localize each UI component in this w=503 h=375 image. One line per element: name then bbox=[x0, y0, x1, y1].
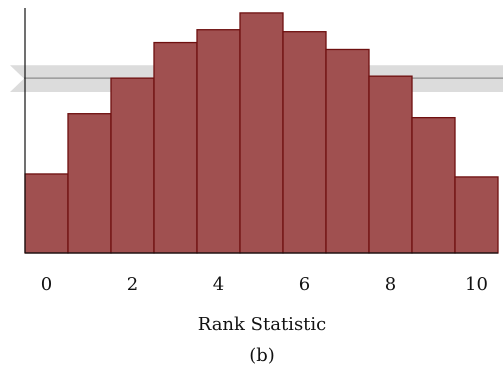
x-tick-labels: 0 2 4 6 8 10 bbox=[41, 274, 488, 295]
figure-caption: (b) bbox=[249, 345, 275, 366]
x-axis-title: Rank Statistic bbox=[198, 314, 327, 335]
axis-layer bbox=[24, 8, 498, 254]
x-tick-label-0: 0 bbox=[41, 274, 52, 295]
x-tick-label-8: 8 bbox=[385, 274, 396, 295]
x-tick-label-10: 10 bbox=[465, 274, 488, 295]
bars-layer bbox=[24, 12, 499, 254]
histogram-bar-1 bbox=[67, 113, 112, 254]
histogram-bar-6 bbox=[282, 31, 327, 254]
histogram-bar-7 bbox=[325, 48, 370, 254]
histogram-bar-3 bbox=[153, 41, 198, 254]
histogram-bar-0 bbox=[24, 173, 69, 254]
histogram-bar-5 bbox=[239, 12, 284, 254]
histogram-bar-2 bbox=[110, 77, 155, 254]
x-tick-label-6: 6 bbox=[299, 274, 310, 295]
x-tick-label-2: 2 bbox=[127, 274, 138, 295]
histogram-bar-8 bbox=[368, 75, 413, 254]
x-tick-label-4: 4 bbox=[213, 274, 224, 295]
histogram-bar-9 bbox=[411, 116, 456, 254]
histogram-bar-10 bbox=[454, 176, 499, 254]
histogram-bar-4 bbox=[196, 29, 241, 254]
